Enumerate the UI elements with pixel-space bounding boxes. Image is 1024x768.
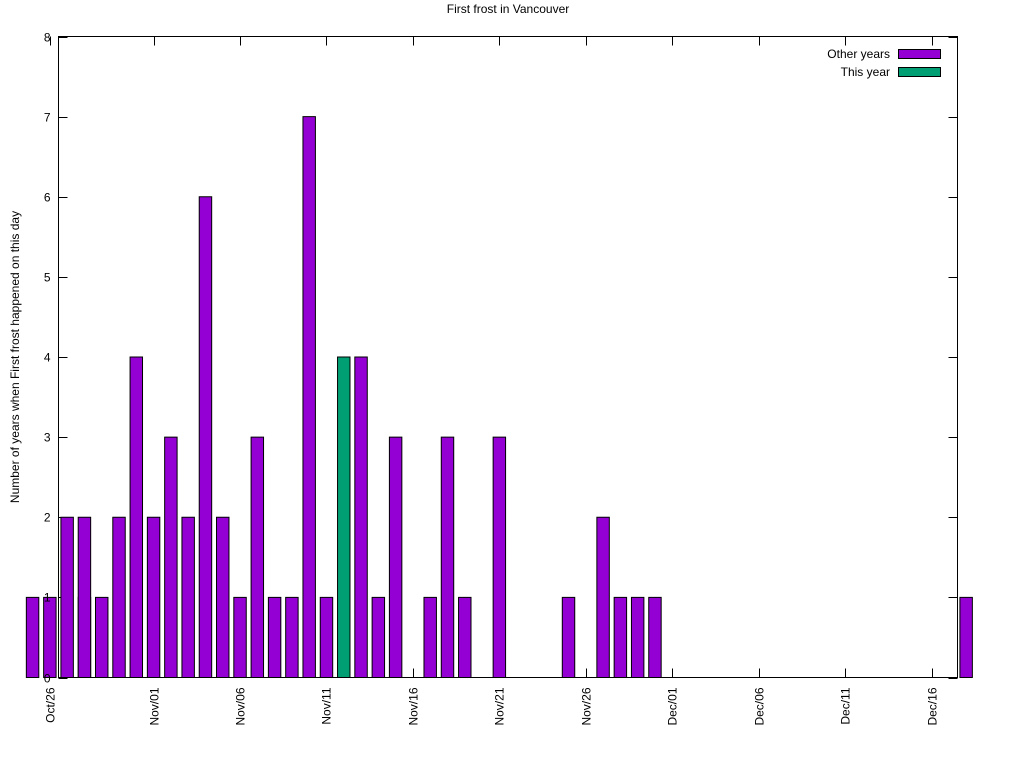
x-tick-label: Dec/16: [926, 687, 940, 725]
bar-other-years: [43, 596, 57, 679]
bar-other-years: [319, 596, 334, 679]
bar-other-years: [164, 436, 178, 679]
bar-other-years: [596, 516, 610, 678]
bar-other-years: [959, 596, 973, 679]
x-tick-label: Oct/26: [44, 687, 58, 723]
bar-other-years: [181, 516, 195, 678]
bar-other-years: [648, 596, 662, 679]
y-tick-label: 4: [44, 351, 51, 365]
x-tick-label: Nov/11: [320, 687, 334, 724]
legend-label: Other years: [827, 47, 890, 61]
bar-other-years: [302, 116, 316, 679]
x-tick-label: Nov/26: [580, 687, 594, 725]
bar-other-years: [285, 596, 299, 679]
bar-other-years: [613, 596, 628, 679]
y-axis-label: Number of years when First frost happene…: [8, 211, 22, 503]
x-tick-label: Nov/16: [407, 687, 421, 725]
bar-other-years: [371, 596, 386, 679]
y-tick-label: 7: [44, 111, 51, 125]
y-tick-label: 1: [44, 591, 51, 605]
legend-label: This year: [841, 65, 890, 79]
bar-other-years: [146, 516, 161, 678]
x-tick-label: Nov/21: [493, 687, 507, 725]
bar-other-years: [129, 356, 144, 678]
bar-other-years: [388, 436, 403, 679]
bar-this-year: [337, 356, 351, 678]
axis-ticks: [50, 36, 958, 679]
bar-other-years: [95, 596, 109, 679]
x-tick-labels: Oct/01Oct/06Oct/11Oct/16Oct/21Oct/26Nov/…: [44, 687, 940, 725]
y-tick-label: 5: [44, 271, 51, 285]
bar-other-years: [198, 196, 213, 678]
y-tick-label: 8: [44, 31, 51, 45]
x-tick-label: Nov/01: [148, 687, 162, 725]
bar-other-years: [492, 436, 507, 679]
bar-other-years: [561, 596, 576, 679]
y-tick-label: 6: [44, 191, 51, 205]
chart-title: First frost in Vancouver: [447, 2, 569, 16]
bar-other-years: [250, 436, 265, 679]
bar-other-years: [233, 596, 247, 679]
x-tick-label: Dec/01: [666, 687, 680, 725]
bar-other-years: [354, 356, 368, 678]
legend-swatch: [898, 49, 941, 59]
legend-swatch: [898, 67, 941, 77]
y-tick-label: 2: [44, 511, 51, 525]
plot-frame: [58, 36, 958, 678]
bar-other-years: [458, 596, 472, 679]
y-tick-label: 0: [44, 672, 51, 686]
bar-other-years: [216, 516, 230, 678]
bar-other-years: [25, 596, 40, 679]
bar-other-years: [112, 516, 126, 678]
bars: [25, 116, 973, 679]
bar-other-years: [630, 596, 645, 679]
bar-other-years: [60, 516, 74, 678]
y-tick-labels: 0 1 2 3 4 5 6 7 8: [44, 31, 51, 686]
bar-other-years: [267, 596, 282, 679]
legend: Other years This year: [827, 47, 941, 79]
x-tick-label: Dec/06: [753, 687, 767, 725]
bar-other-years: [440, 436, 455, 679]
x-tick-label: Dec/11: [839, 687, 853, 724]
x-tick-label: Nov/06: [234, 687, 248, 725]
y-tick-label: 3: [44, 431, 51, 445]
bar-other-years: [77, 516, 92, 678]
bar-other-years: [423, 596, 437, 679]
